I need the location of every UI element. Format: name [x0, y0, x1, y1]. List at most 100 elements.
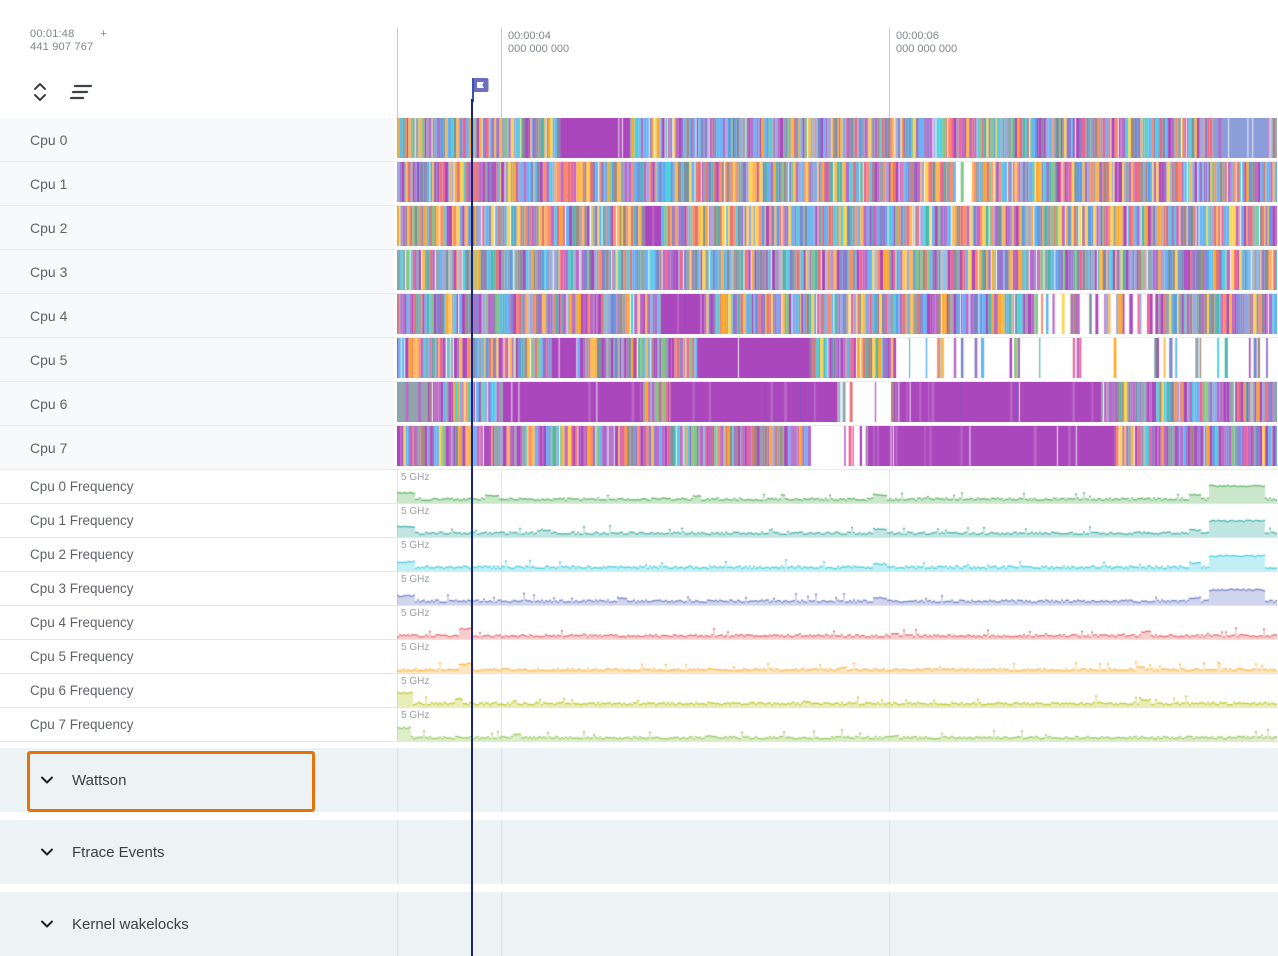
track-row: Cpu 7: [0, 426, 1278, 470]
track-canvas-area: 5 GHz: [394, 504, 1278, 537]
group-label: Ftrace Events: [72, 843, 165, 861]
cursor-timestamp-ns: 441 907 767: [30, 41, 94, 53]
cursor-time: 00:01:48: [30, 28, 75, 40]
trace-start-tick: [397, 28, 398, 118]
ruler-mark-sub: 000 000 000: [896, 43, 958, 55]
chevron-down-icon: [41, 920, 53, 928]
track-label-cpu3-freq[interactable]: Cpu 3 Frequency: [0, 572, 394, 605]
track-canvas-area: 5 GHz: [394, 538, 1278, 571]
track-row: Cpu 5: [0, 338, 1278, 382]
track-canvas-area: [394, 206, 1278, 249]
track-row: Cpu 2 Frequency 5 GHz: [0, 538, 1278, 572]
track-label-cpu1-freq[interactable]: Cpu 1 Frequency: [0, 504, 394, 537]
track-row: Cpu 4: [0, 294, 1278, 338]
track-canvas-area: 5 GHz: [394, 470, 1278, 503]
track-label-cpu1[interactable]: Cpu 1: [0, 162, 394, 205]
track-row: Cpu 6: [0, 382, 1278, 426]
track-canvas-area: [394, 294, 1278, 337]
header-toolbar: [28, 80, 93, 104]
track-row: Cpu 1: [0, 162, 1278, 206]
track-canvas-area: [394, 426, 1278, 469]
track-group-kernel-wakelocks[interactable]: Kernel wakelocks: [0, 892, 1278, 956]
freq-track-cpu4[interactable]: [397, 606, 1277, 639]
sched-track-cpu5[interactable]: [397, 338, 1277, 378]
chevron-down-icon: [41, 848, 53, 856]
freq-scale-label: 5 GHz: [401, 540, 430, 551]
track-row: Cpu 5 Frequency 5 GHz: [0, 640, 1278, 674]
track-label-cpu4-freq[interactable]: Cpu 4 Frequency: [0, 606, 394, 639]
freq-track-cpu7[interactable]: [397, 708, 1277, 741]
ruler-mark-time: 00:00:04: [508, 30, 551, 42]
ruler-mark-sub: 000 000 000: [508, 43, 570, 55]
timeline-header: 00:01:48 + 441 907 767: [0, 0, 1278, 118]
flag-cursor-line[interactable]: [471, 99, 473, 956]
track-canvas-area: 5 GHz: [394, 640, 1278, 673]
track-row: Cpu 4 Frequency 5 GHz: [0, 606, 1278, 640]
track-canvas-area: [394, 250, 1278, 293]
track-canvas-area: [394, 382, 1278, 425]
ruler-mark: 00:00:04 000 000 000: [508, 30, 569, 56]
ruler-tick: [889, 28, 890, 118]
track-label-cpu3[interactable]: Cpu 3: [0, 250, 394, 293]
freq-track-cpu0[interactable]: [397, 470, 1277, 503]
track-canvas-area: 5 GHz: [394, 674, 1278, 707]
sched-track-cpu2[interactable]: [397, 206, 1277, 246]
track-label-cpu4[interactable]: Cpu 4: [0, 294, 394, 337]
flag-marker-icon[interactable]: [468, 76, 492, 102]
freq-track-cpu1[interactable]: [397, 504, 1277, 537]
track-group-wattson[interactable]: Wattson: [0, 748, 1278, 812]
chevron-down-icon: [41, 776, 53, 784]
track-canvas-area: [394, 162, 1278, 205]
freq-scale-label: 5 GHz: [401, 574, 430, 585]
track-row: Cpu 3 Frequency 5 GHz: [0, 572, 1278, 606]
sched-track-cpu6[interactable]: [397, 382, 1277, 422]
expand-collapse-tracks-icon[interactable]: [28, 80, 52, 104]
track-label-cpu2-freq[interactable]: Cpu 2 Frequency: [0, 538, 394, 571]
track-label-cpu5-freq[interactable]: Cpu 5 Frequency: [0, 640, 394, 673]
track-canvas-area: 5 GHz: [394, 606, 1278, 639]
track-group-ftrace-events[interactable]: Ftrace Events: [0, 820, 1278, 884]
track-canvas-area: 5 GHz: [394, 708, 1278, 741]
sched-track-cpu7[interactable]: [397, 426, 1277, 466]
track-label-cpu0-freq[interactable]: Cpu 0 Frequency: [0, 470, 394, 503]
track-canvas-area: [394, 338, 1278, 381]
group-label: Kernel wakelocks: [72, 915, 189, 933]
ruler-mark: 00:00:06 000 000 000: [896, 30, 957, 56]
freq-scale-label: 5 GHz: [401, 676, 430, 687]
header-left-panel: 00:01:48 + 441 907 767: [0, 0, 394, 118]
track-label-cpu6[interactable]: Cpu 6: [0, 382, 394, 425]
sort-tracks-icon[interactable]: [68, 80, 93, 104]
group-label: Wattson: [72, 771, 127, 789]
track-label-cpu6-freq[interactable]: Cpu 6 Frequency: [0, 674, 394, 707]
freq-scale-label: 5 GHz: [401, 642, 430, 653]
track-label-cpu2[interactable]: Cpu 2: [0, 206, 394, 249]
track-row: Cpu 0: [0, 118, 1278, 162]
sched-track-cpu4[interactable]: [397, 294, 1277, 334]
track-label-cpu0[interactable]: Cpu 0: [0, 118, 394, 161]
freq-track-cpu5[interactable]: [397, 640, 1277, 673]
highlight-annotation-box: [27, 751, 315, 812]
track-canvas-area: 5 GHz: [394, 572, 1278, 605]
freq-track-cpu2[interactable]: [397, 538, 1277, 571]
freq-track-cpu6[interactable]: [397, 674, 1277, 707]
sched-track-cpu3[interactable]: [397, 250, 1277, 290]
track-row: Cpu 0 Frequency 5 GHz: [0, 470, 1278, 504]
sched-track-cpu0[interactable]: [397, 118, 1277, 158]
freq-track-cpu3[interactable]: [397, 572, 1277, 605]
ruler-tick: [501, 28, 502, 118]
freq-scale-label: 5 GHz: [401, 608, 430, 619]
sched-track-cpu1[interactable]: [397, 162, 1277, 202]
track-label-cpu7-freq[interactable]: Cpu 7 Frequency: [0, 708, 394, 741]
track-label-cpu5[interactable]: Cpu 5: [0, 338, 394, 381]
plus-sign: +: [100, 28, 108, 40]
ruler-mark-time: 00:00:06: [896, 30, 939, 42]
freq-scale-label: 5 GHz: [401, 710, 430, 721]
track-row: Cpu 1 Frequency 5 GHz: [0, 504, 1278, 538]
cursor-timestamp: 00:01:48 +: [30, 28, 107, 40]
freq-scale-label: 5 GHz: [401, 472, 430, 483]
track-row: Cpu 2: [0, 206, 1278, 250]
track-label-cpu7[interactable]: Cpu 7: [0, 426, 394, 469]
track-row: Cpu 3: [0, 250, 1278, 294]
time-ruler[interactable]: 00:00:04 000 000 000 00:00:06 000 000 00…: [394, 0, 1278, 118]
